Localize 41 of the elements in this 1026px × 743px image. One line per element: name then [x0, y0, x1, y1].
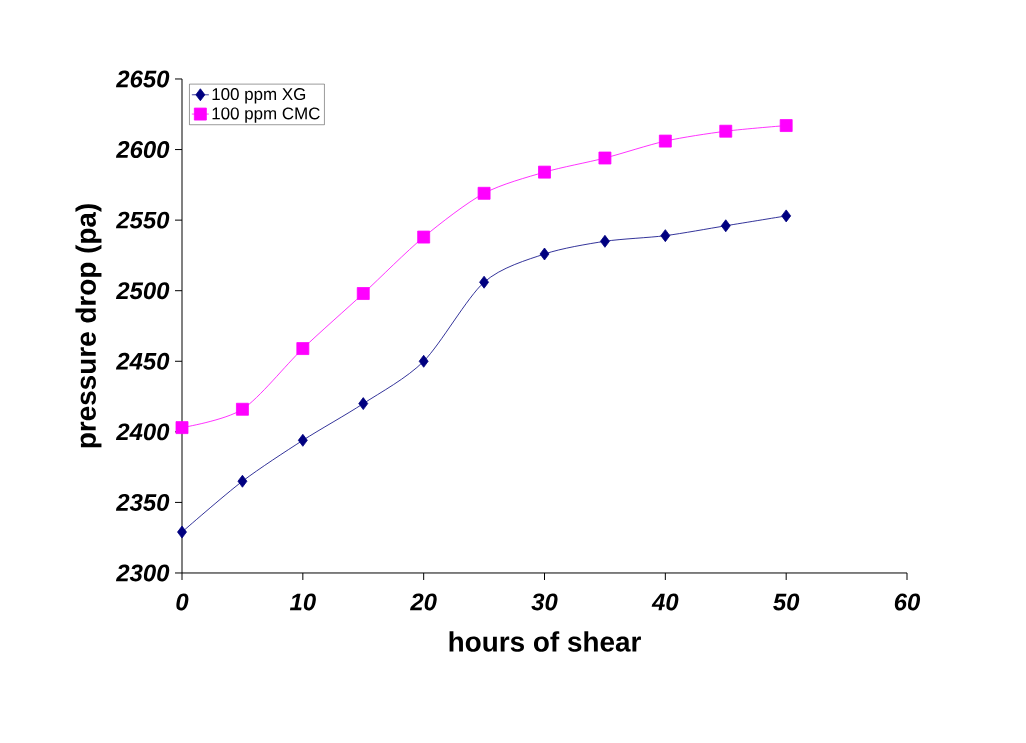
point	[418, 354, 429, 368]
point	[658, 134, 672, 148]
x-tick-label: 0	[176, 593, 189, 611]
y-tick-label: 2500	[115, 282, 170, 300]
y-tick-label: 2450	[115, 352, 170, 370]
point	[539, 247, 550, 261]
point	[237, 474, 248, 488]
point	[417, 230, 431, 244]
y-tick-label: 2400	[115, 423, 170, 441]
x-tick-label: 40	[651, 593, 679, 611]
x-tick-label: 50	[773, 593, 800, 611]
y-tick-label: 2550	[115, 211, 170, 229]
y-axis-title: pressure drop (pa)	[75, 204, 102, 448]
point	[479, 275, 489, 289]
y-tick-label: 2650	[115, 70, 170, 88]
point	[719, 124, 733, 138]
point	[177, 525, 187, 539]
x-tick-label: 10	[289, 593, 316, 611]
point	[598, 151, 612, 165]
point	[477, 186, 491, 200]
point	[175, 421, 189, 435]
point	[236, 402, 249, 416]
point	[779, 119, 793, 132]
point	[358, 397, 369, 411]
point	[297, 433, 308, 447]
point	[720, 219, 731, 233]
y-tick-label: 2350	[115, 493, 170, 511]
legend-label: 100 ppm XG	[212, 88, 306, 104]
x-tick-label: 30	[531, 593, 558, 611]
point	[538, 165, 551, 179]
x-tick-label: 20	[410, 593, 437, 611]
y-tick-label: 2600	[115, 141, 170, 159]
point	[781, 209, 792, 223]
x-axis-title: hours of shear	[449, 631, 641, 652]
point	[660, 229, 671, 243]
point	[600, 234, 610, 248]
legend-label: 100 ppm CMC	[212, 107, 320, 123]
point	[296, 342, 310, 355]
y-tick-label: 2300	[115, 564, 170, 582]
x-tick-label: 60	[894, 593, 921, 611]
point	[356, 287, 370, 300]
